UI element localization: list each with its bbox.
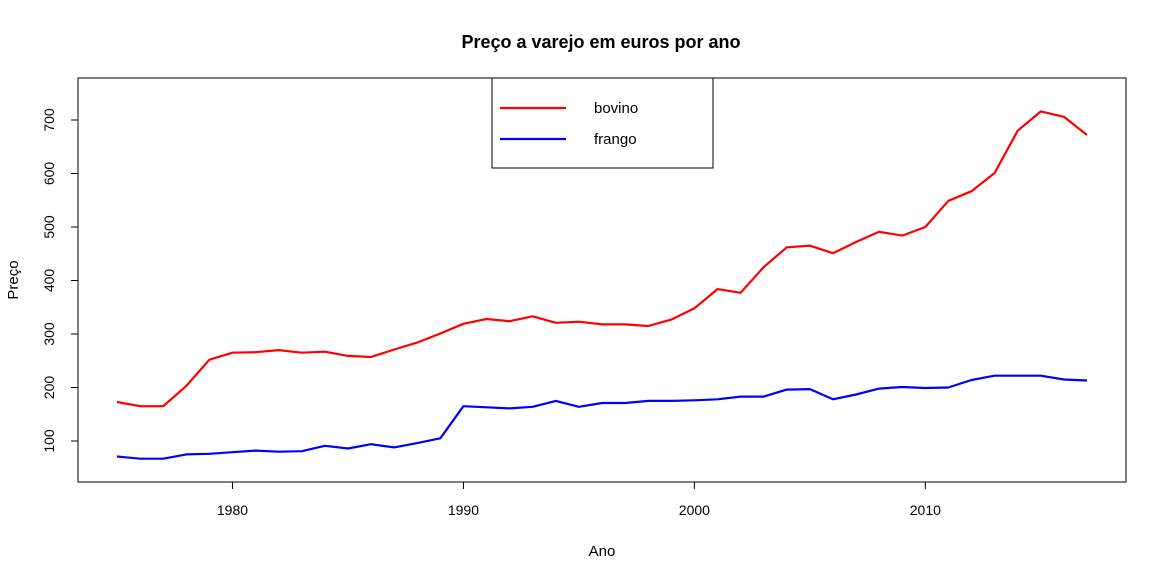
y-tick-label: 400 (41, 269, 57, 293)
y-tick-label: 700 (41, 108, 57, 132)
chart-title: Preço a varejo em euros por ano (461, 32, 740, 52)
legend-label-bovino: bovino (594, 100, 638, 117)
y-tick-label: 600 (41, 162, 57, 186)
series-line-bovino (116, 110, 1088, 408)
x-tick-label: 2000 (679, 502, 710, 518)
x-tick-label: 1990 (448, 502, 479, 518)
legend: bovino frango (491, 77, 714, 169)
x-axis: 1980 1990 2000 2010 (217, 481, 941, 518)
legend-label-frango: frango (594, 131, 637, 148)
y-tick-label: 500 (41, 215, 57, 239)
y-axis: 100 200 300 400 500 600 700 (41, 108, 79, 453)
legend-box (491, 77, 714, 169)
x-tick-label: 1980 (217, 502, 248, 518)
x-tick-label: 2010 (910, 502, 941, 518)
y-tick-label: 300 (41, 322, 57, 346)
x-axis-label: Ano (589, 543, 616, 560)
y-tick-label: 200 (41, 376, 57, 400)
y-tick-label: 100 (41, 429, 57, 453)
y-axis-label: Preço (5, 260, 22, 299)
series-line-frango (116, 374, 1088, 460)
series-layer (116, 110, 1088, 460)
